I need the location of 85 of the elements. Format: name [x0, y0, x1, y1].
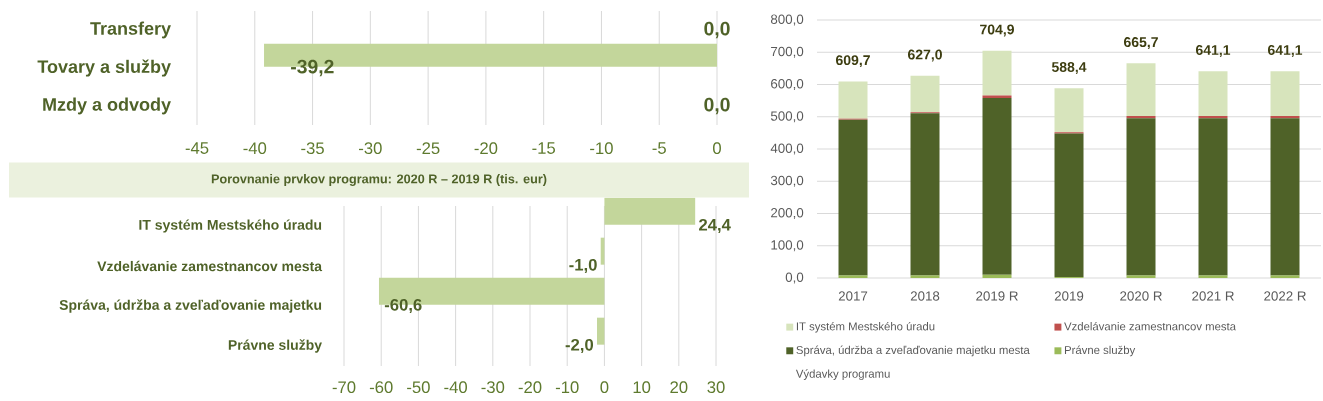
bar	[1126, 63, 1156, 116]
bar	[910, 275, 940, 278]
x-tick-label: 20	[670, 381, 688, 394]
x-tick-label: 0	[600, 381, 609, 394]
y-tick-label: 200,0	[771, 208, 804, 220]
y-tick-label: Správa, údržba a zveľaďovanie majetku	[59, 299, 322, 313]
bar	[1126, 118, 1156, 276]
bar	[838, 81, 868, 119]
y-tick-label: IT systém Mestského úradu	[139, 219, 322, 233]
x-tick-label: -5	[652, 142, 666, 154]
x-tick-label: -25	[416, 142, 440, 155]
y-tick-label: Tovary a služby	[37, 59, 171, 77]
x-tick-label: -40	[444, 381, 467, 394]
bar	[1270, 275, 1300, 278]
x-tick-label: -10	[555, 381, 579, 394]
y-tick-label: 800,0	[770, 14, 804, 26]
legend-label: Právne služby	[1064, 345, 1136, 357]
bar	[1054, 133, 1084, 278]
x-tick-label: -20	[474, 142, 498, 155]
x-tick-label: -40	[243, 142, 267, 155]
x-tick-label: -35	[301, 142, 324, 155]
total-label: 665,7	[1123, 37, 1158, 50]
total-label: 588,4	[1051, 62, 1087, 74]
x-tick-label: 2019	[1054, 291, 1084, 301]
x-tick-label: -10	[590, 142, 613, 155]
total-label: 641,1	[1267, 45, 1303, 57]
bar	[910, 75, 940, 113]
bar	[838, 275, 868, 278]
data-label: -1,0	[569, 258, 597, 274]
total-label: 641,1	[1195, 45, 1231, 57]
y-tick-label: 600,0	[771, 79, 804, 91]
y-tick-label: 0,0	[785, 272, 804, 284]
x-tick-label: 30	[707, 381, 725, 394]
x-tick-label: 0	[713, 142, 721, 155]
x-tick-label: -15	[532, 142, 556, 154]
y-tick-label: Mzdy a odvody	[43, 97, 171, 115]
x-tick-label: 2017	[838, 291, 868, 301]
total-label: 627,0	[907, 49, 942, 62]
x-tick-label: -45	[185, 142, 209, 154]
x-tick-label: 2021 R	[1192, 291, 1234, 301]
bar	[1126, 275, 1156, 278]
x-tick-label: 2020 R	[1120, 291, 1162, 301]
x-tick-label: -20	[518, 381, 542, 394]
total-label: 704,9	[980, 24, 1014, 37]
x-tick-label: 2018	[910, 291, 940, 301]
chart-title: Porovnanie prvkov programu: 2020 R – 2019 R (tis. eur)	[211, 174, 547, 186]
x-tick-label: 2022 R	[1264, 291, 1306, 301]
total-label: 609,7	[835, 55, 870, 68]
legend-label: Vzdelávanie zamestnancov mesta	[1064, 321, 1236, 331]
y-tick-label: 500,0	[770, 111, 804, 123]
bar	[1198, 118, 1228, 276]
bar	[982, 274, 1012, 278]
bar	[982, 50, 1012, 96]
y-tick-label: 100,0	[771, 240, 804, 252]
x-tick-label: 2019 R	[976, 291, 1018, 301]
bar	[982, 95, 1012, 99]
legend-label: IT systém Mestského úradu	[796, 321, 935, 333]
x-tick-label: -50	[407, 381, 430, 394]
x-tick-label: -30	[359, 142, 382, 155]
data-label: 24,4	[699, 218, 731, 234]
y-tick-label: Vzdelávanie zamestnancov mesta	[97, 260, 323, 272]
bar	[838, 119, 868, 276]
bar	[982, 98, 1012, 275]
data-label: 0,0	[704, 97, 730, 115]
bar	[1270, 71, 1300, 116]
legend-label: Správa, údržba a zveľaďovanie majetku mesta	[796, 345, 1030, 357]
data-label: -2,0	[565, 338, 594, 354]
x-tick-label: -70	[332, 381, 356, 394]
y-tick-label: 300,0	[770, 175, 804, 187]
x-tick-label: -30	[481, 381, 505, 394]
y-tick-label: 700,0	[771, 46, 804, 58]
bar	[1198, 71, 1228, 116]
data-label: -39,2	[291, 59, 334, 77]
y-tick-label: Právne služby	[228, 339, 322, 353]
bar	[1198, 275, 1228, 278]
text: Výdavky programu	[795, 369, 890, 380]
bar	[1054, 88, 1084, 133]
data-label: -60,6	[384, 298, 422, 314]
data-label: 0,0	[704, 21, 730, 39]
x-tick-label: -60	[369, 381, 393, 394]
x-tick-label: 10	[633, 381, 651, 394]
bar	[910, 113, 940, 276]
bar	[1270, 118, 1300, 276]
y-tick-label: Transfery	[90, 21, 171, 39]
y-tick-label: 400,0	[770, 143, 804, 155]
